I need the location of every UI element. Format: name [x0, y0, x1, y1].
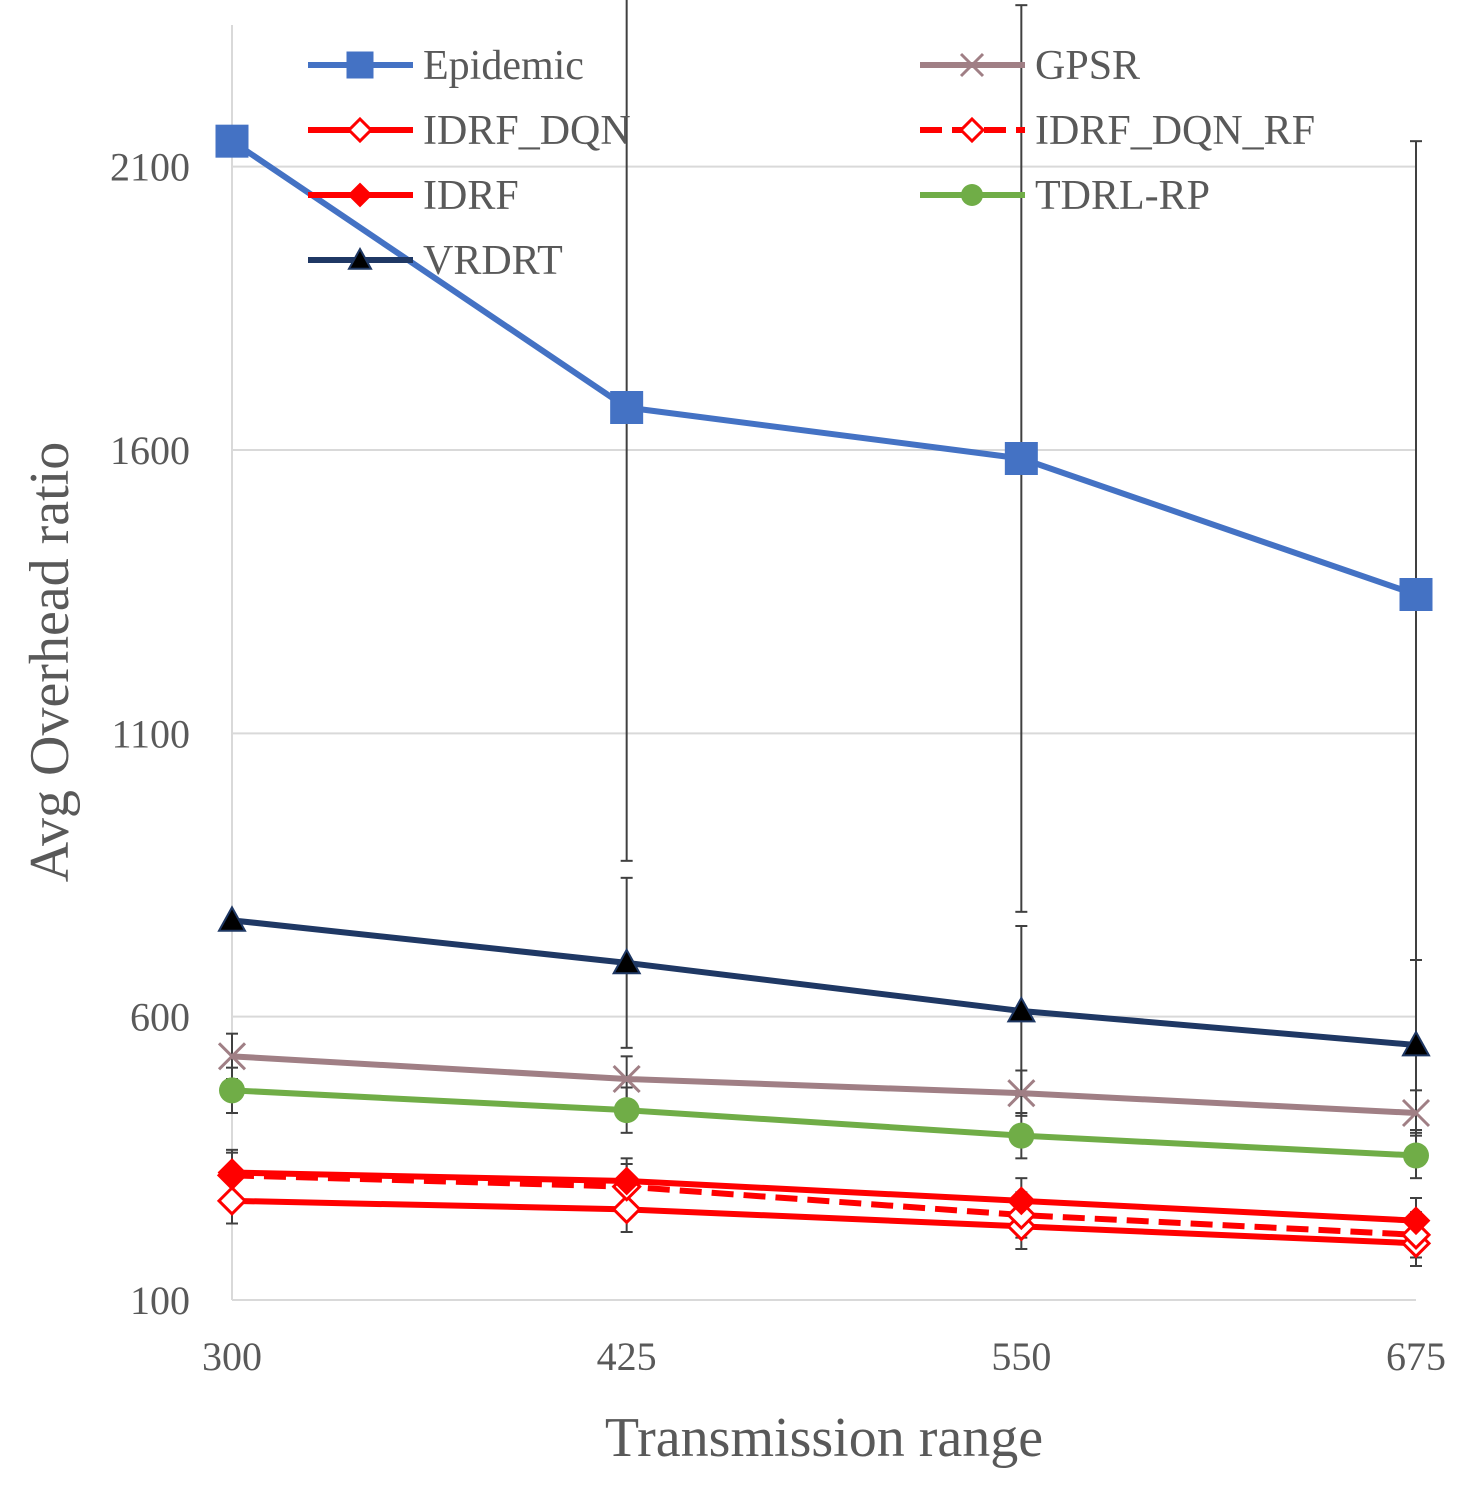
y-tick-600: 600: [130, 995, 190, 1040]
series-line-tdrl-rp: [231, 1087, 1417, 1159]
series-idrf: [217, 1158, 1431, 1236]
point-idrf-550: [1006, 1186, 1036, 1216]
point-epidemic-675: [1399, 578, 1433, 611]
point-vrdrt-550: [1006, 995, 1037, 1023]
point-tdrl-rp-300: [219, 1077, 245, 1104]
y-tick-2100: 2100: [110, 145, 190, 190]
point-gpsr-300: [217, 1042, 247, 1071]
series-gpsr: [217, 1042, 1431, 1128]
legend-item-gpsr: GPSR: [920, 43, 1140, 89]
point-idrf-675: [1401, 1206, 1431, 1236]
legend-item-idrf-dqn-rf: IDRF_DQN_RF: [920, 108, 1315, 154]
x-tick-425: 425: [597, 1334, 657, 1379]
legend-label-idrf-dqn: IDRF_DQN: [423, 108, 631, 154]
legend-label-tdrl-rp: TDRL-RP: [1035, 173, 1210, 219]
series-tdrl-rp: [219, 1077, 1429, 1169]
y-tick-labels: 100 600 1100 1600 2100: [110, 145, 190, 1323]
point-epidemic-550: [1004, 442, 1038, 475]
legend-item-idrf: IDRF: [308, 173, 519, 219]
legend-label-epidemic: Epidemic: [423, 43, 584, 89]
series-line-idrf: [231, 1169, 1417, 1224]
series-line-idrf-dqn-rf: [231, 1172, 1417, 1238]
legend: Epidemic GPSR IDRF_DQN IDRF_DQN_RF IDRF TDRL-…: [308, 43, 1315, 284]
point-idrf-300: [217, 1158, 247, 1187]
series-line-vrdrt: [231, 917, 1417, 1048]
legend-marker-idrf: [347, 182, 373, 208]
grid-layer: [232, 165, 1416, 1018]
legend-label-vrdrt: VRDRT: [423, 238, 563, 284]
point-gpsr-675: [1401, 1098, 1431, 1128]
legend-marker-tdrl-rp: [961, 184, 983, 206]
series-layer: [215, 124, 1433, 1259]
point-vrdrt-425: [611, 947, 642, 975]
y-tick-1600: 1600: [110, 428, 190, 473]
point-epidemic-425: [610, 391, 644, 424]
x-tick-labels: 300 425 550 675: [202, 1334, 1446, 1379]
legend-item-tdrl-rp: TDRL-RP: [920, 173, 1210, 219]
point-gpsr-550: [1007, 1079, 1036, 1108]
y-axis-title: Avg Overhead ratio: [19, 442, 81, 883]
legend-marker-gpsr: [959, 52, 985, 78]
legend-item-vrdrt: VRDRT: [308, 238, 563, 284]
series-vrdrt: [217, 905, 1431, 1057]
point-tdrl-rp-675: [1403, 1142, 1429, 1169]
y-tick-1100: 1100: [111, 711, 190, 756]
legend-label-idrf: IDRF: [423, 173, 519, 219]
legend-item-idrf-dqn: IDRF_DQN: [308, 108, 631, 154]
point-idrf-425: [612, 1166, 642, 1196]
x-tick-550: 550: [991, 1334, 1051, 1379]
series-line-epidemic: [230, 138, 1417, 598]
series-line-idrf-dqn: [231, 1197, 1417, 1247]
y-tick-100: 100: [130, 1278, 190, 1323]
legend-item-epidemic: Epidemic: [308, 43, 584, 89]
point-vrdrt-675: [1401, 1029, 1431, 1057]
point-tdrl-rp-550: [1008, 1122, 1035, 1149]
x-tick-300: 300: [202, 1334, 262, 1379]
legend-marker-vrdrt: [347, 246, 373, 270]
x-tick-675: 675: [1386, 1334, 1446, 1379]
series-line-gpsr: [231, 1053, 1417, 1116]
legend-label-idrf-dqn-rf: IDRF_DQN_RF: [1035, 108, 1315, 154]
point-idrf-dqn-300: [216, 1185, 248, 1216]
point-vrdrt-300: [217, 905, 247, 932]
point-epidemic-300: [215, 124, 249, 158]
legend-marker-epidemic: [346, 51, 374, 79]
legend-label-gpsr: GPSR: [1035, 43, 1140, 89]
error-bars: [226, 0, 1422, 1267]
x-axis-title: Transmission range: [605, 1407, 1043, 1469]
point-gpsr-425: [612, 1064, 641, 1094]
legend-marker-idrf-dqn-rf: [958, 116, 986, 144]
point-tdrl-rp-425: [613, 1097, 640, 1124]
series-epidemic: [215, 124, 1433, 611]
point-idrf-dqn-425: [611, 1194, 642, 1225]
legend-marker-idrf-dqn: [346, 116, 374, 144]
